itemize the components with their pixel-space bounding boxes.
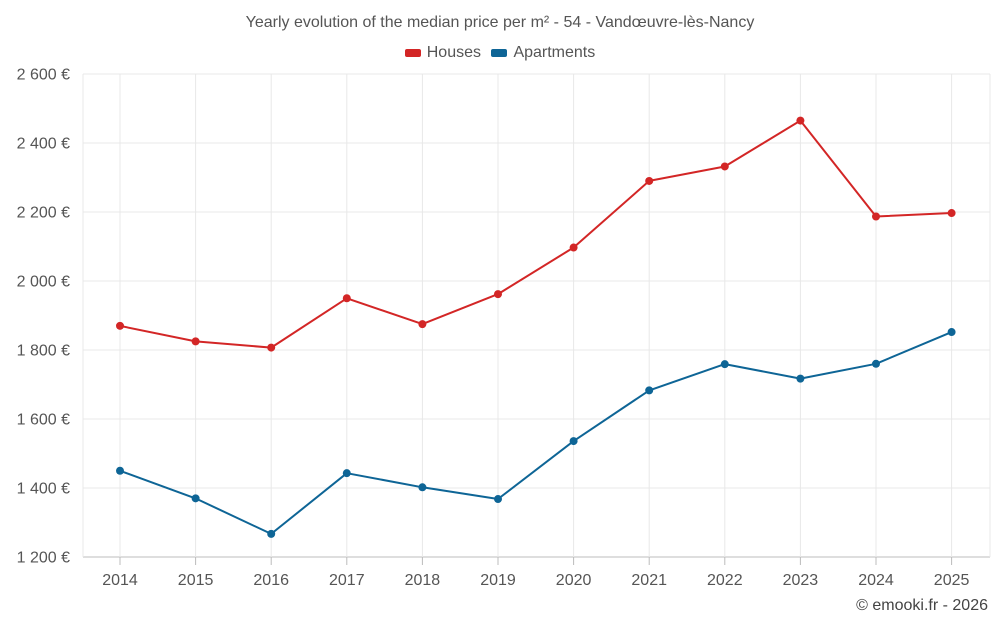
data-point-houses [947,209,956,218]
data-point-houses [267,343,276,352]
y-tick-label: 1 800 € [17,343,70,360]
data-point-houses [494,290,502,299]
y-tick-label: 2 000 € [17,274,70,291]
data-point-apartments [720,360,729,369]
legend-label-apartments: Apartments [513,44,596,61]
data-point-apartments [342,469,351,478]
legend-label-houses: Houses [426,44,481,61]
y-tick-label: 2 400 € [17,136,70,153]
y-tick-label: 1 400 € [17,481,70,498]
data-point-houses [796,116,805,125]
x-tick-label: 2016 [253,572,289,589]
x-tick-label: 2018 [405,572,441,589]
data-point-houses [645,176,654,185]
y-tick-label: 1 200 € [17,550,70,567]
data-point-apartments [872,359,880,368]
x-tick-label: 2021 [631,572,667,589]
data-point-houses [418,320,427,329]
x-tick-label: 2017 [329,572,365,589]
series-line-apartments [119,331,952,535]
y-tick-label: 2 600 € [17,67,70,84]
data-point-apartments [796,374,805,383]
data-point-apartments [494,495,502,504]
legend-swatch-apartments [491,49,508,57]
series-line-houses [119,119,952,349]
x-tick-label: 2020 [556,572,592,589]
data-point-apartments [267,529,276,538]
data-point-houses [569,243,578,252]
data-point-apartments [116,466,124,475]
x-tick-label: 2024 [858,572,894,589]
x-tick-label: 2019 [480,572,516,589]
legend-item-houses[interactable]: Houses [404,44,481,62]
data-point-apartments [569,437,578,446]
data-point-houses [191,337,200,346]
chart-title: Yearly evolution of the median price per… [245,14,755,31]
x-tick-label: 2025 [934,572,970,589]
x-tick-label: 2023 [783,572,819,589]
data-point-houses [872,212,880,221]
data-point-houses [342,294,351,303]
data-point-houses [116,321,124,330]
data-point-houses [720,162,729,171]
x-tick-label: 2022 [707,572,743,589]
y-tick-label: 2 200 € [17,205,70,222]
data-point-apartments [418,483,427,492]
data-point-apartments [645,386,654,395]
chart-legend: Houses Apartments [0,44,1000,62]
x-tick-label: 2015 [178,572,214,589]
legend-item-apartments[interactable]: Apartments [491,44,595,62]
data-point-apartments [947,328,956,337]
y-tick-label: 1 600 € [17,412,70,429]
data-point-apartments [191,494,200,503]
x-tick-label: 2014 [102,572,138,589]
legend-swatch-houses [404,49,421,57]
credit-text: © emooki.fr - 2026 [856,597,988,614]
